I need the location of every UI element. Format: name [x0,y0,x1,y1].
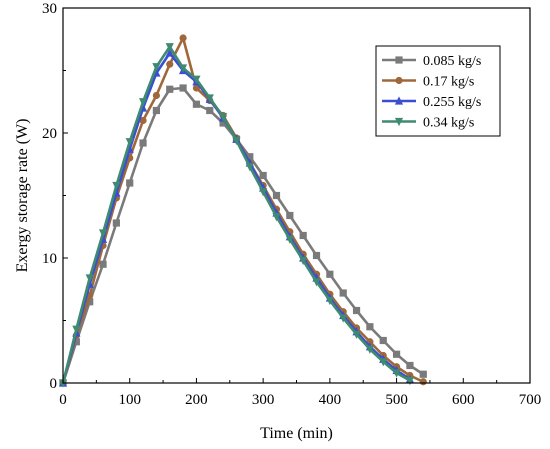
data-point [352,330,361,339]
y-tick-label: 20 [42,126,57,142]
x-tick-label: 300 [252,392,275,408]
data-point [165,43,174,52]
data-point [152,63,161,72]
data-point [299,231,307,240]
data-point [72,338,80,346]
data-point [232,136,241,146]
data-point [206,106,214,115]
series-layer [58,34,427,388]
legend-swatch-marker [394,117,404,127]
data-point [219,113,228,122]
data-point [352,306,361,315]
data-point [166,60,174,68]
data-point [139,116,147,125]
x-tick-label: 0 [59,392,67,408]
data-point [98,229,108,238]
data-point [166,85,174,93]
data-point [406,361,414,370]
legend-entry-label: 0.255 kg/s [423,95,481,110]
data-point [125,138,134,147]
y-axis-label: Exergy storage rate (W) [14,119,31,273]
data-point [205,94,214,103]
data-point [112,181,121,191]
data-point [219,119,227,127]
data-point [339,314,348,323]
x-tick-label: 500 [385,392,408,408]
data-point [246,153,254,161]
data-point [419,370,427,378]
data-point [259,188,268,197]
data-point [72,325,81,334]
data-point [99,260,107,268]
legend-swatch-marker [394,96,404,105]
data-point [299,256,308,266]
data-point [365,345,374,354]
y-tick-label: 10 [42,251,57,267]
x-tick-label: 200 [185,392,208,408]
data-point [245,163,254,172]
data-point [286,211,294,220]
data-point [419,378,427,386]
data-point [272,191,281,200]
data-point [178,64,188,73]
data-point [285,235,294,244]
x-tick-label: 600 [452,392,475,408]
data-point [112,219,120,227]
data-point [165,48,174,57]
x-axis-label: Time (min) [260,425,333,442]
data-point [366,323,374,331]
series-line-1 [61,36,424,384]
data-point [192,75,201,84]
legend-entry-label: 0.085 kg/s [423,54,481,69]
data-point [392,369,401,378]
x-tick-label: 400 [319,392,342,408]
data-point [85,274,94,283]
x-tick-label: 100 [118,392,141,408]
data-point [179,34,187,42]
series-1 [59,34,427,387]
data-point [379,358,388,367]
legend-swatch-marker [395,76,403,85]
data-point [86,298,94,306]
data-point [152,106,160,115]
data-point [379,336,387,345]
legend-swatch-marker [395,56,403,64]
series-3 [58,43,415,388]
legend-entry-label: 0.17 kg/s [423,75,474,90]
data-point [312,251,321,260]
data-point [312,278,321,287]
data-point [138,98,148,107]
data-point [152,91,160,100]
data-point [139,139,147,147]
data-point [126,179,134,187]
axes-layer: 0 100 200 300 400 500 600 700 0 10 20 30 [42,1,541,408]
data-point [259,171,267,180]
data-point [392,350,401,358]
data-point [326,270,334,278]
data-point [405,376,415,386]
data-point [192,100,201,108]
legend: 0.085 kg/s 0.17 kg/s 0.255 kg/s 0.34 kg/s [375,45,501,137]
legend-entry-label: 0.34 kg/s [423,116,474,131]
y-tick-label: 0 [50,376,58,392]
data-point [179,84,187,92]
data-point [325,296,334,306]
y-tick-label: 30 [42,1,57,17]
data-point [272,213,281,222]
x-tick-label: 700 [519,392,542,408]
data-point [339,289,347,297]
